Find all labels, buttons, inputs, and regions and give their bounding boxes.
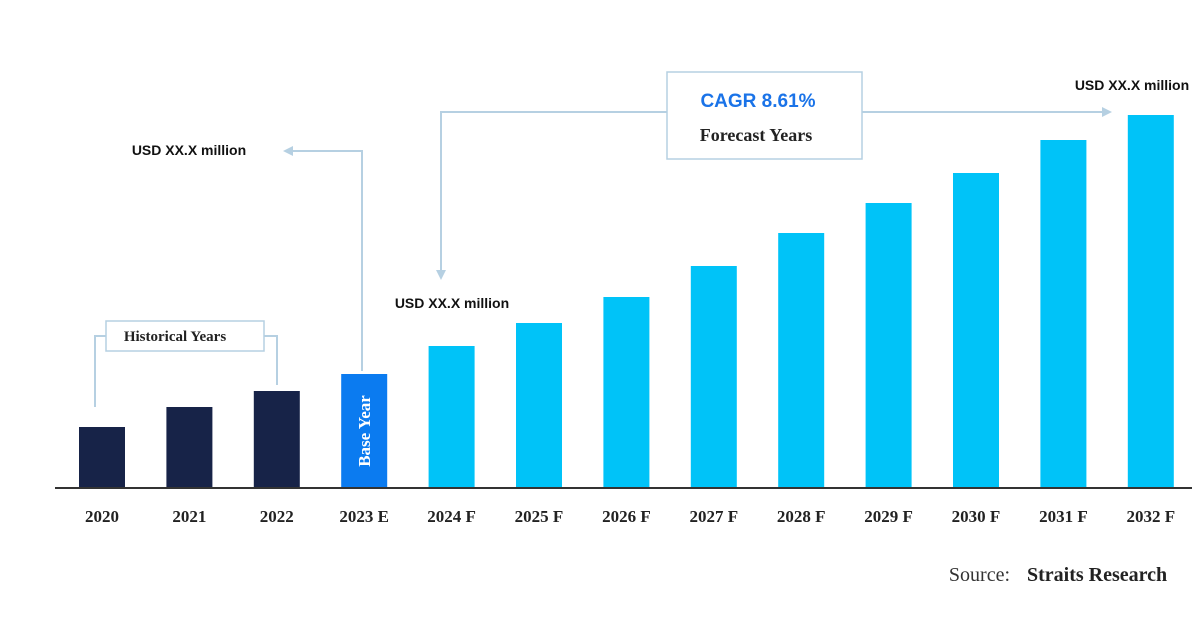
x-tick-label: 2025 F [515,507,564,526]
bar-series [79,115,1174,488]
bar-forecast [865,203,912,488]
x-tick-label: 2024 F [427,507,476,526]
bar-forecast [778,233,825,488]
x-tick-label: 2032 F [1126,507,1175,526]
x-tick-label: 2023 E [339,507,389,526]
bar-forecast [690,266,737,488]
bar-historical [166,407,213,488]
value-callout: USD XX.X million [132,142,246,158]
forecast-years-label: Forecast Years [700,125,812,145]
bar-forecast [516,323,562,488]
bar-forecast [603,297,650,488]
bar-historical [79,427,125,488]
bar-historical [253,391,300,488]
x-tick-label: 2030 F [952,507,1001,526]
bar-forecast [953,173,999,488]
x-tick-label: 2026 F [602,507,651,526]
forecast-start-arrow [436,111,667,280]
x-tick-label: 2028 F [777,507,826,526]
bar-forecast [428,346,475,488]
x-axis-tick-labels: 2020 2021 2022 2023 E 2024 F 2025 F 2026 F 2027… [85,507,1175,526]
historical-years-box [105,320,265,352]
base-year-arrow [283,146,363,371]
historical-bracket-line [94,335,106,407]
cagr-label: CAGR 8.61% [700,91,815,112]
annotation-connectors [94,107,1112,407]
source-prefix: Source: [949,564,1010,586]
historical-years-label: Historical Years [124,329,226,345]
x-tick-label: 2020 [85,507,119,526]
value-callout: USD XX.X million [1075,77,1189,93]
base-year-label: Base Year [355,395,374,467]
cagr-box [666,71,863,160]
source-name: Straits Research [1027,564,1167,586]
x-tick-label: 2027 F [689,507,738,526]
x-tick-label: 2029 F [864,507,913,526]
x-tick-label: 2021 [172,507,206,526]
bar-forecast [1040,140,1087,488]
bar-forecast [1127,115,1174,488]
x-tick-label: 2031 F [1039,507,1088,526]
bar-base [341,374,388,488]
value-callout: USD XX.X million [395,295,509,311]
historical-bracket-line [264,335,278,385]
x-tick-label: 2022 [260,507,294,526]
